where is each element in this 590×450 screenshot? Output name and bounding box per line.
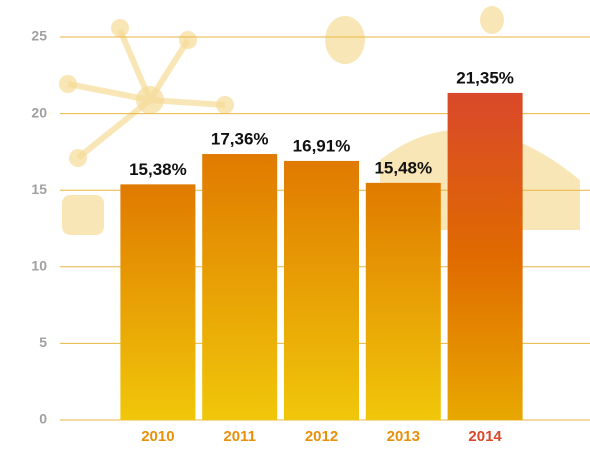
bar	[202, 154, 278, 420]
y-tick-label: 25	[31, 28, 47, 44]
value-label: 21,35%	[456, 68, 514, 87]
x-tick-label: 2010	[141, 428, 174, 445]
x-tick-label: 2013	[387, 428, 420, 445]
x-tick-label: 2014	[468, 428, 502, 445]
bars: 15,38% 17,36% 16,91% 15,48% 21,35%	[120, 68, 523, 421]
bar	[447, 92, 523, 420]
bar	[120, 184, 196, 420]
x-tick-label: 2012	[305, 428, 338, 445]
y-tick-label: 10	[31, 258, 47, 274]
y-tick-label: 20	[31, 104, 47, 120]
y-tick-label: 15	[31, 181, 47, 197]
bar	[365, 182, 441, 420]
value-label: 15,48%	[374, 158, 432, 177]
y-tick-label: 0	[39, 411, 47, 427]
x-tick-label: 2011	[223, 428, 256, 445]
value-label: 17,36%	[211, 130, 269, 149]
value-label: 15,38%	[129, 160, 187, 179]
y-tick-label: 5	[39, 334, 47, 350]
value-label: 16,91%	[293, 136, 351, 155]
bar	[284, 160, 359, 421]
